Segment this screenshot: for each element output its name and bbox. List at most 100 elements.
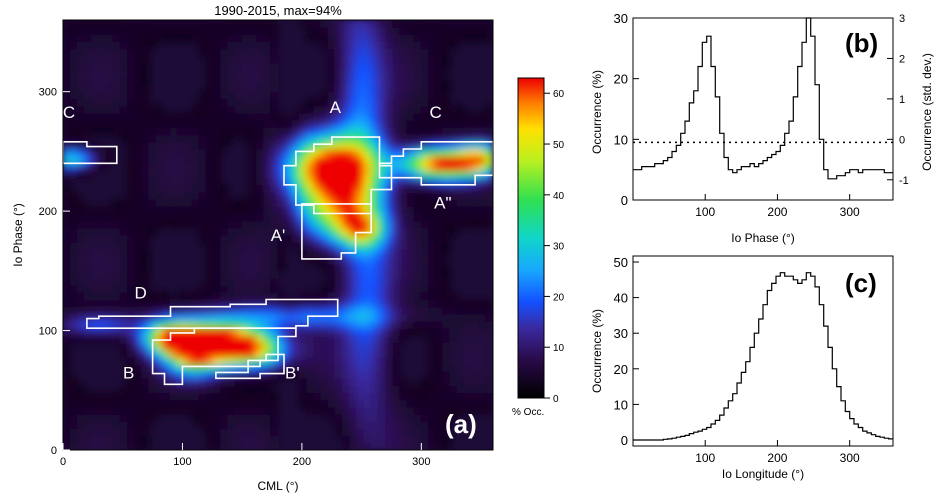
heatmap-cell (413, 84, 422, 93)
heatmap-cell (213, 334, 222, 343)
heatmap-cell (112, 55, 121, 64)
heatmap-cell (220, 270, 229, 279)
heatmap-cell (105, 26, 114, 35)
heatmap-cell (270, 370, 279, 379)
heatmap-cell (112, 291, 121, 300)
heatmap-cell (320, 349, 329, 358)
heatmap-cell (370, 162, 379, 171)
heatmap-cell (119, 277, 128, 286)
heatmap-cell (213, 291, 222, 300)
heatmap-cell (205, 177, 214, 186)
heatmap-cell (63, 327, 71, 336)
heatmap-cell (248, 313, 257, 322)
heatmap-cell (363, 413, 372, 422)
heatmap-cell (148, 141, 157, 150)
heatmap-cell (205, 33, 214, 42)
heatmap-cell (385, 385, 394, 394)
heatmap-cell (277, 191, 286, 200)
heatmap-cell (119, 284, 128, 293)
heatmap-cell (449, 26, 458, 35)
heatmap-cell (105, 76, 114, 85)
heatmap-cell (299, 349, 308, 358)
heatmap-cell (63, 20, 71, 28)
heatmap-cell (356, 420, 365, 429)
heatmap-cell (98, 406, 107, 415)
heatmap-cell (63, 98, 71, 107)
heatmap-cell (105, 227, 114, 236)
heatmap-cell (385, 177, 394, 186)
heatmap-cell (98, 313, 107, 322)
heatmap-cell (76, 334, 85, 343)
heatmap-cell (248, 320, 257, 329)
heatmap-cell (420, 248, 429, 257)
heatmap-cell (127, 349, 136, 358)
heatmap-cell (148, 313, 157, 322)
heatmap-cell (442, 155, 451, 164)
heatmap-cell (91, 442, 100, 450)
heatmap-cell (471, 155, 480, 164)
heatmap-cell (334, 112, 343, 121)
heatmap-cell (63, 334, 71, 343)
heatmap-cell (306, 170, 315, 179)
heatmap-cell (91, 98, 100, 107)
heatmap-cell (370, 406, 379, 415)
heatmap-cell (91, 141, 100, 150)
heatmap-cell (134, 370, 143, 379)
heatmap-cell (220, 127, 229, 136)
heatmap-cell (334, 428, 343, 437)
heatmap-cell (392, 148, 401, 157)
heatmap-cell (399, 91, 408, 100)
heatmap-cell (148, 33, 157, 42)
heatmap-cell (248, 399, 257, 408)
heatmap-cell (248, 105, 257, 114)
heatmap-cell (141, 256, 150, 265)
heatmap-cell (155, 141, 164, 150)
heatmap-cell (342, 41, 351, 50)
heatmap-cell (91, 420, 100, 429)
heatmap-cell (263, 428, 272, 437)
heatmap-cell (134, 320, 143, 329)
heatmap-cell (127, 277, 136, 286)
heatmap-cell (356, 141, 365, 150)
heatmap-cell (184, 141, 193, 150)
heatmap-cell (220, 220, 229, 229)
heatmap-cell (263, 213, 272, 222)
heatmap-cell (263, 48, 272, 57)
heatmap-cell (177, 177, 186, 186)
heatmap-cell (263, 127, 272, 136)
heatmap-cell (442, 363, 451, 372)
heatmap-cell (213, 370, 222, 379)
heatmap-cell (306, 127, 315, 136)
heatmap-cell (63, 213, 71, 222)
heatmap-cell (256, 442, 265, 450)
heatmap-cell (320, 370, 329, 379)
heatmap-cell (148, 377, 157, 386)
heatmap-cell (306, 385, 315, 394)
heatmap-cell (342, 134, 351, 143)
heatmap-cell (205, 220, 214, 229)
heatmap-cell (299, 299, 308, 308)
heatmap-cell (112, 48, 121, 57)
heatmap-cell (248, 213, 257, 222)
heatmap-cell (334, 198, 343, 207)
heatmap-cell (198, 349, 207, 358)
heatmap-cell (198, 220, 207, 229)
heatmap-cell (399, 198, 408, 207)
heatmap-cell (342, 198, 351, 207)
heatmap-cell (327, 234, 336, 243)
heatmap-cell (205, 241, 214, 250)
heatmap-cell (428, 241, 437, 250)
heatmap-cell (127, 148, 136, 157)
heatmap-cell (313, 155, 322, 164)
heatmap-cell (392, 256, 401, 265)
heatmap-cell (270, 98, 279, 107)
heatmap-cell (162, 327, 171, 336)
heatmap-cell (98, 234, 107, 243)
heatmap-cell (170, 213, 179, 222)
heatmap-cell (370, 205, 379, 214)
heatmap-cell (320, 127, 329, 136)
heatmap-cell (76, 141, 85, 150)
heatmap-cell (220, 184, 229, 193)
heatmap-cell (91, 256, 100, 265)
